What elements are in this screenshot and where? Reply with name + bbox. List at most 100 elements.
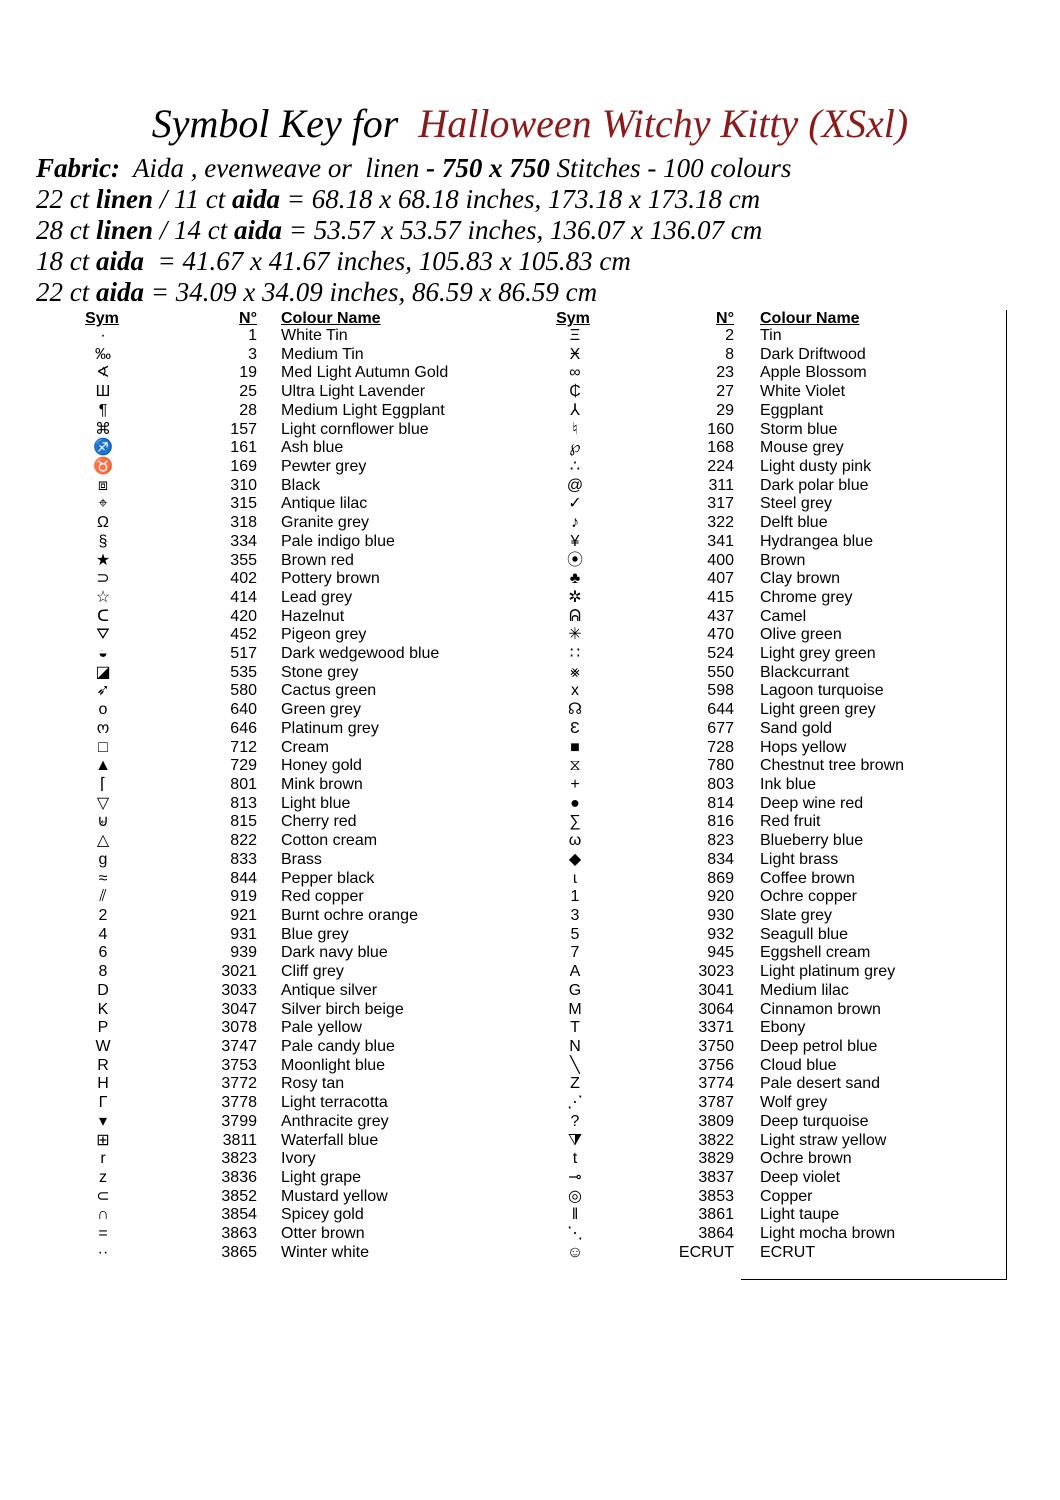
symbol: Z bbox=[570, 1075, 580, 1093]
column-header: N° bbox=[239, 310, 257, 327]
colour-name: Pigeon grey bbox=[281, 626, 367, 644]
symbol: ◎ bbox=[568, 1187, 582, 1205]
colour-number: 3041 bbox=[698, 981, 734, 999]
symbol: G bbox=[568, 981, 582, 999]
colour-number: 341 bbox=[707, 532, 734, 550]
colour-number: 728 bbox=[707, 738, 734, 756]
colour-name: Anthracite grey bbox=[281, 1112, 389, 1130]
symbol: T bbox=[570, 1019, 580, 1037]
symbol: ⌘ bbox=[95, 420, 111, 438]
colour-number: 919 bbox=[230, 888, 257, 906]
colour-name: Otter brown bbox=[281, 1225, 365, 1243]
colour-number: 157 bbox=[230, 420, 257, 438]
colour-name: Medium lilac bbox=[760, 981, 849, 999]
colour-name: Eggplant bbox=[760, 401, 824, 419]
symbol: □ bbox=[98, 738, 108, 756]
colour-number: 310 bbox=[230, 476, 257, 494]
colour-name: Light taupe bbox=[760, 1206, 840, 1224]
colour-name: White Violet bbox=[760, 383, 846, 401]
colour-number: 3836 bbox=[221, 1168, 257, 1186]
fabric-text: Stitches - 100 colours bbox=[549, 153, 792, 183]
colour-number: 355 bbox=[230, 551, 257, 569]
symbol: ★ bbox=[95, 551, 111, 569]
colour-number: 932 bbox=[707, 925, 734, 943]
colour-name: Ultra Light Lavender bbox=[281, 383, 426, 401]
colour-name: Winter white bbox=[281, 1243, 370, 1261]
symbol: ☺ bbox=[566, 1243, 584, 1261]
colour-number: 400 bbox=[707, 551, 734, 569]
colour-number: 801 bbox=[230, 776, 257, 794]
symbol: ☆ bbox=[95, 588, 111, 606]
colour-name: Sand gold bbox=[760, 719, 833, 737]
colour-name: Tin bbox=[760, 327, 782, 344]
colour-number: 3822 bbox=[698, 1131, 734, 1149]
colour-name: Deep wine red bbox=[760, 794, 864, 812]
colour-number: 25 bbox=[239, 383, 257, 401]
fabric-text: 22 ct bbox=[36, 277, 96, 307]
colour-name: Pale yellow bbox=[281, 1019, 362, 1037]
symbol: Ɛ bbox=[570, 719, 580, 737]
colour-name: Cactus green bbox=[281, 682, 377, 700]
colour-number: 3852 bbox=[221, 1187, 257, 1205]
symbol: ⧩ bbox=[567, 1131, 583, 1149]
symbol: Ш bbox=[95, 383, 111, 401]
symbol: § bbox=[98, 532, 108, 550]
colour-name: Storm blue bbox=[760, 420, 838, 438]
colour-name: Light blue bbox=[281, 794, 351, 812]
colour-name: Light mocha brown bbox=[760, 1225, 896, 1243]
symbol: 1 bbox=[570, 888, 580, 906]
colour-name: ECRUT bbox=[760, 1243, 816, 1261]
colour-name: Brown red bbox=[281, 551, 354, 569]
colour-number: 3829 bbox=[698, 1150, 734, 1168]
symbol: ⌈ bbox=[99, 776, 107, 794]
colour-name: Med Light Autumn Gold bbox=[281, 364, 449, 382]
colour-number: 3854 bbox=[221, 1206, 257, 1224]
colour-name: Pale indigo blue bbox=[281, 532, 395, 550]
colour-name: Cliff grey bbox=[281, 963, 344, 981]
symbol: ¥ bbox=[570, 532, 580, 550]
colour-number: 712 bbox=[230, 738, 257, 756]
colour-name: Waterfall blue bbox=[281, 1131, 379, 1149]
fabric-text: linen bbox=[96, 215, 154, 245]
colour-number: 598 bbox=[707, 682, 734, 700]
fabric-text: aida bbox=[232, 184, 281, 214]
colour-number: 1 bbox=[248, 327, 257, 344]
symbol: Ξ bbox=[569, 327, 581, 344]
symbol: ▾ bbox=[98, 1112, 108, 1130]
colour-number: 535 bbox=[230, 663, 257, 681]
colour-number: 945 bbox=[707, 944, 734, 962]
colour-name: Ebony bbox=[760, 1019, 806, 1037]
symbol: ♮ bbox=[572, 420, 578, 438]
colour-name: Cherry red bbox=[281, 813, 357, 831]
symbol: ⊸ bbox=[568, 1168, 582, 1186]
colour-name: Dark navy blue bbox=[281, 944, 388, 962]
symbol: 3 bbox=[570, 907, 580, 924]
colour-name: Brass bbox=[281, 850, 322, 868]
symbol: ⨳ bbox=[570, 663, 580, 681]
colour-number: 3811 bbox=[222, 1131, 257, 1149]
colour-name: Light green grey bbox=[760, 701, 876, 719]
colour-number: 317 bbox=[707, 495, 734, 513]
colour-name: Coffee brown bbox=[760, 869, 855, 887]
colour-name: Mouse grey bbox=[760, 439, 844, 457]
fabric-text: / 14 ct bbox=[153, 215, 235, 245]
colour-name: Antique lilac bbox=[281, 495, 368, 513]
colour-name: Steel grey bbox=[760, 495, 833, 513]
colour-name: Light platinum grey bbox=[760, 963, 896, 981]
column-header: Sym bbox=[85, 310, 119, 327]
colour-number: 315 bbox=[230, 495, 257, 513]
colour-number: 29 bbox=[716, 401, 734, 419]
symbol: R bbox=[97, 1056, 109, 1074]
fabric-text: = 34.09 x 34.09 inches, 86.59 x 86.59 cm bbox=[144, 277, 598, 307]
colour-name: Wolf grey bbox=[760, 1094, 828, 1112]
colour-number: 420 bbox=[230, 607, 257, 625]
colour-name: Hydrangea blue bbox=[760, 532, 873, 550]
colour-number: 311 bbox=[708, 476, 734, 494]
symbol: z bbox=[99, 1168, 107, 1186]
colour-name: Mink brown bbox=[281, 776, 363, 794]
fabric-text: = 53.57 x 53.57 inches, 136.07 x 136.07 … bbox=[282, 215, 763, 245]
colour-name: Light dusty pink bbox=[760, 457, 872, 475]
colour-number: 3799 bbox=[221, 1112, 257, 1130]
symbol: ⌖ bbox=[98, 495, 108, 513]
